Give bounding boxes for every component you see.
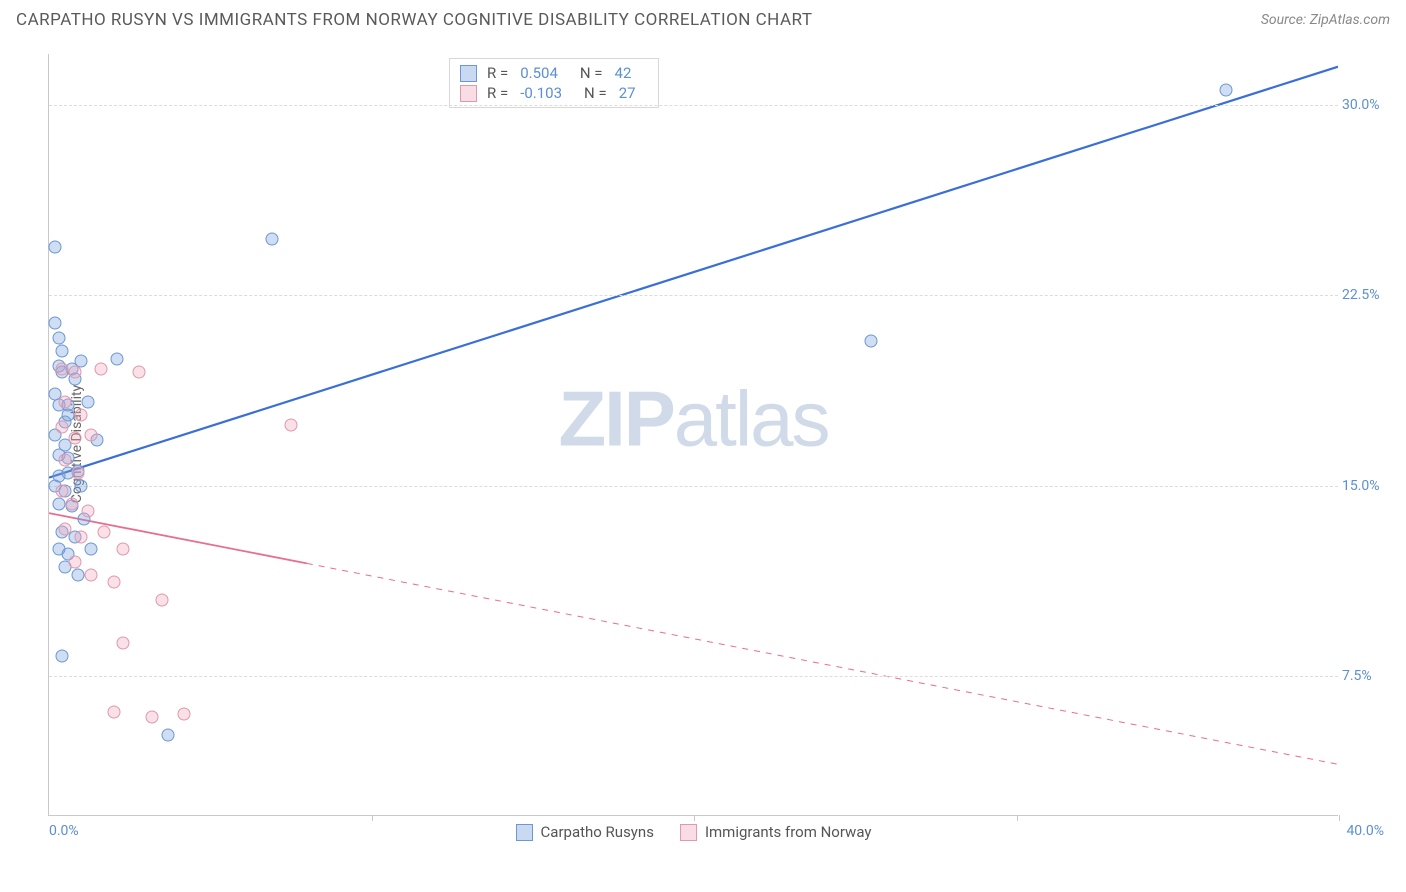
data-point	[65, 497, 78, 510]
x-tick	[1339, 815, 1340, 821]
data-point	[284, 418, 297, 431]
legend-item-norway: Immigrants from Norway	[680, 823, 872, 841]
swatch-pink	[460, 85, 477, 102]
data-point	[81, 505, 94, 518]
data-point	[84, 568, 97, 581]
data-point	[117, 543, 130, 556]
data-point	[72, 467, 85, 480]
data-point	[62, 408, 75, 421]
data-point	[84, 429, 97, 442]
data-point	[94, 362, 107, 375]
data-point	[55, 484, 68, 497]
x-tick	[694, 815, 695, 821]
data-point	[55, 345, 68, 358]
data-point	[133, 365, 146, 378]
trend-line-solid	[49, 67, 1338, 478]
data-point	[84, 543, 97, 556]
series-legend: Carpatho Rusyns Immigrants from Norway	[516, 823, 872, 841]
data-point	[75, 479, 88, 492]
data-point	[55, 362, 68, 375]
data-point	[117, 637, 130, 650]
data-point	[72, 568, 85, 581]
data-point	[55, 649, 68, 662]
gridline	[49, 486, 1338, 487]
data-point	[59, 454, 72, 467]
plot-area: ZIPatlas R = 0.504 N = 42 R = -0.103 N =…	[48, 54, 1338, 816]
data-point	[59, 395, 72, 408]
data-point	[110, 352, 123, 365]
data-point	[55, 421, 68, 434]
swatch-blue	[460, 65, 477, 82]
data-point	[97, 525, 110, 538]
x-tick	[372, 815, 373, 821]
rn-row-carpatho: R = 0.504 N = 42	[460, 63, 648, 83]
scatter-chart: Cognitive Disability ZIPatlas R = 0.504 …	[48, 54, 1388, 834]
data-point	[52, 332, 65, 345]
data-point	[865, 335, 878, 348]
data-point	[178, 708, 191, 721]
data-point	[1220, 83, 1233, 96]
data-point	[68, 431, 81, 444]
legend-item-carpatho: Carpatho Rusyns	[516, 823, 654, 841]
data-point	[59, 522, 72, 535]
chart-title: CARPATHO RUSYN VS IMMIGRANTS FROM NORWAY…	[16, 10, 813, 30]
data-point	[49, 241, 62, 254]
data-point	[68, 365, 81, 378]
gridline	[49, 295, 1338, 296]
data-point	[265, 233, 278, 246]
data-point	[75, 408, 88, 421]
data-point	[75, 530, 88, 543]
data-point	[107, 705, 120, 718]
y-tick-label: 30.0%	[1342, 97, 1388, 113]
trend-line-dashed	[307, 563, 1338, 764]
y-tick-label: 15.0%	[1342, 478, 1388, 494]
gridline	[49, 676, 1338, 677]
y-tick-label: 7.5%	[1342, 668, 1388, 684]
x-axis-min-label: 0.0%	[49, 823, 79, 839]
x-tick	[1017, 815, 1018, 821]
data-point	[107, 576, 120, 589]
trend-lines	[49, 54, 1338, 815]
y-tick-label: 22.5%	[1342, 287, 1388, 303]
data-point	[52, 497, 65, 510]
rn-legend: R = 0.504 N = 42 R = -0.103 N = 27	[449, 58, 659, 108]
data-point	[68, 556, 81, 569]
x-axis-max-label: 40.0%	[1346, 823, 1384, 839]
swatch-blue	[516, 824, 533, 841]
data-point	[162, 728, 175, 741]
rn-row-norway: R = -0.103 N = 27	[460, 83, 648, 103]
data-point	[155, 594, 168, 607]
gridline	[49, 105, 1338, 106]
watermark: ZIPatlas	[558, 374, 828, 465]
source-attribution: Source: ZipAtlas.com	[1261, 12, 1390, 28]
swatch-pink	[680, 824, 697, 841]
data-point	[81, 395, 94, 408]
data-point	[49, 317, 62, 330]
data-point	[146, 710, 159, 723]
